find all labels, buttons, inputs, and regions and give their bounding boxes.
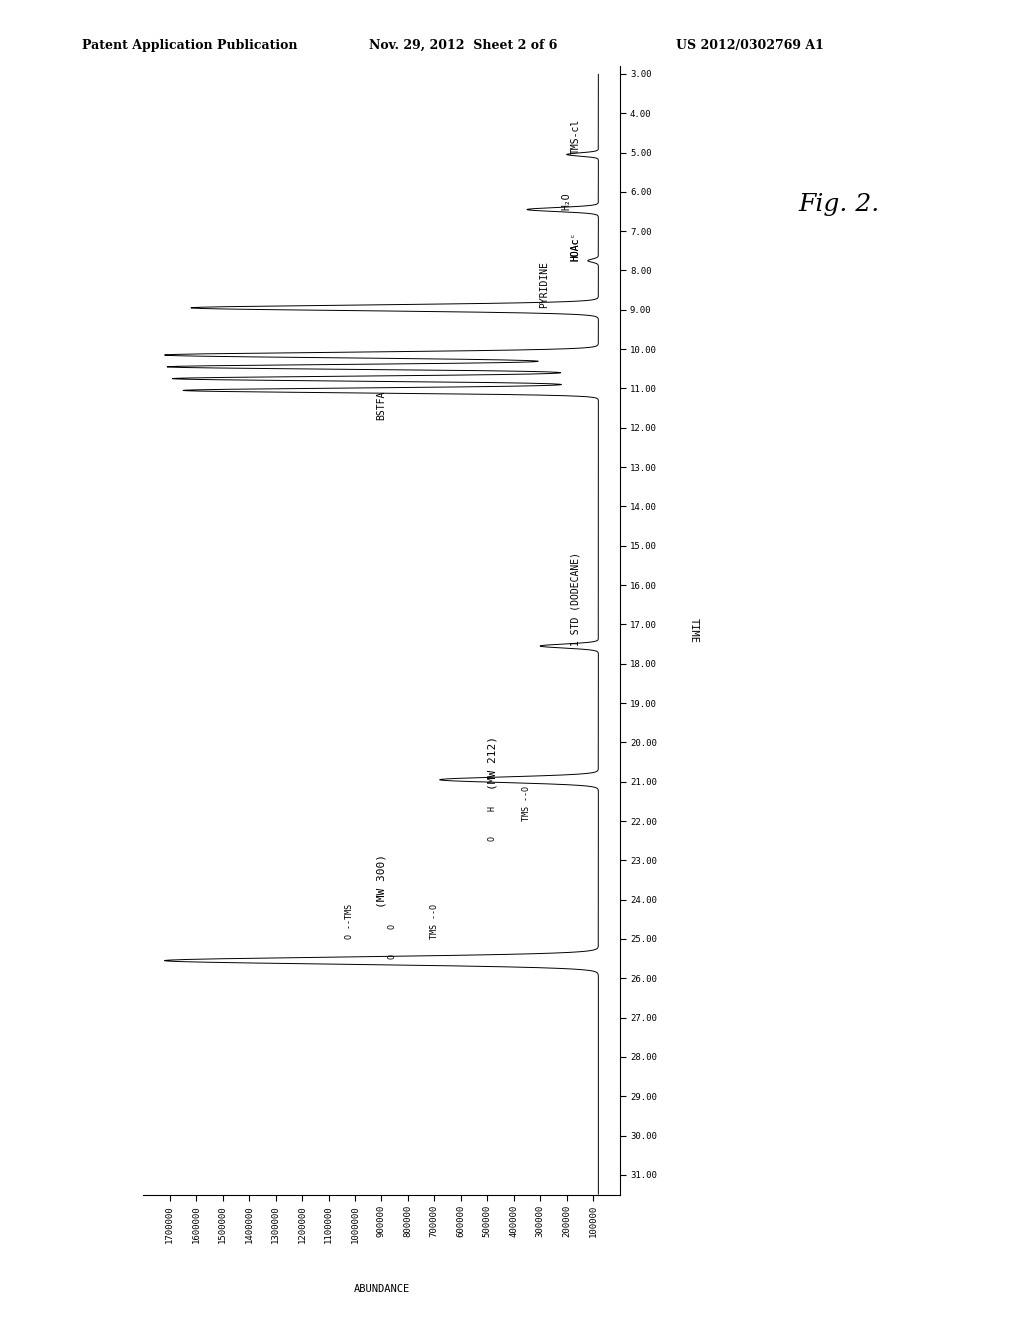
Text: H₂O: H₂O (561, 191, 571, 210)
Text: HOAc: HOAc (570, 238, 581, 260)
Text: TMS-cl: TMS-cl (570, 119, 581, 154)
Text: 1 STD (DODECANE): 1 STD (DODECANE) (570, 552, 581, 645)
Text: O     O: O O (387, 924, 396, 958)
X-axis label: ABUNDANCE: ABUNDANCE (353, 1284, 410, 1295)
Text: PYRIDINE: PYRIDINE (539, 261, 549, 308)
Text: (MW 212): (MW 212) (487, 735, 498, 789)
Text: O --TMS: O --TMS (345, 904, 354, 939)
Text: US 2012/0302769 A1: US 2012/0302769 A1 (676, 38, 823, 51)
Text: BSTFA: BSTFA (377, 391, 386, 420)
Text: TMS --O: TMS --O (522, 785, 531, 821)
Text: (MW 300): (MW 300) (377, 854, 386, 908)
Text: Nov. 29, 2012  Sheet 2 of 6: Nov. 29, 2012 Sheet 2 of 6 (369, 38, 557, 51)
Text: HOAcᶜ: HOAcᶜ (570, 231, 581, 260)
Text: TMS --O: TMS --O (430, 904, 439, 939)
Text: Fig. 2.: Fig. 2. (799, 193, 880, 216)
Text: O     H: O H (488, 805, 497, 841)
Text: Patent Application Publication: Patent Application Publication (82, 38, 297, 51)
Y-axis label: TIME: TIME (688, 618, 698, 643)
